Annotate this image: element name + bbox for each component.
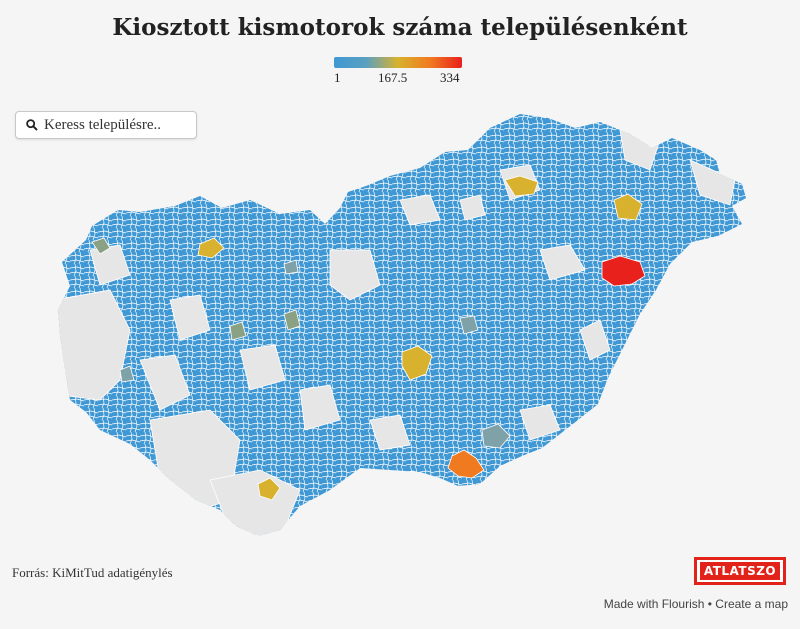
search-box[interactable]: [15, 111, 197, 139]
search-icon: [26, 119, 38, 131]
map-land: [58, 114, 746, 536]
color-legend: 1 167.5 334: [334, 57, 466, 85]
footer-separator: •: [704, 597, 716, 611]
highlighted-municipalities[interactable]: [91, 175, 646, 501]
legend-mid-label: 167.5: [378, 70, 408, 85]
atlatszo-logo[interactable]: ATLATSZO: [694, 557, 786, 585]
create-map-link[interactable]: Create a map: [715, 597, 788, 611]
footer-attribution: Made with Flourish • Create a map: [604, 597, 788, 611]
legend-min-label: 1: [334, 70, 341, 85]
legend-gradient-bar: [334, 57, 462, 68]
municipality-high-value: [447, 449, 485, 479]
municipality-max-value: [601, 255, 646, 287]
made-with-flourish-link[interactable]: Made with Flourish: [603, 597, 705, 611]
data-source: Forrás: KiMitTud adatigénylés: [12, 565, 173, 580]
legend-labels: 1 167.5 334: [334, 68, 466, 85]
map-title: Kiosztott kismotorok száma településenké…: [112, 14, 688, 41]
legend-max-label: 334: [440, 70, 460, 85]
search-input[interactable]: [42, 115, 196, 135]
logo-text: ATLATSZO: [699, 562, 781, 580]
